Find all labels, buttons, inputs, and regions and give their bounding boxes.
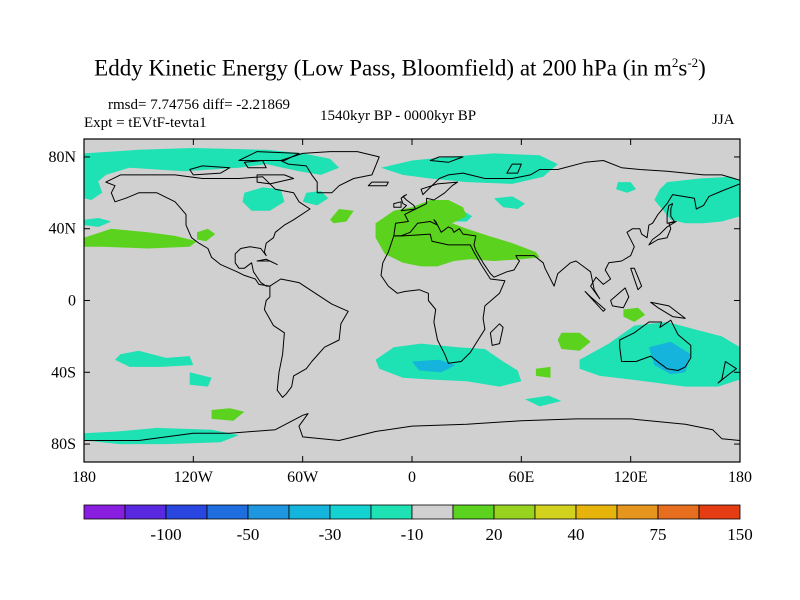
anomaly-region	[84, 218, 112, 227]
anomaly-region	[623, 307, 646, 322]
anomaly-region	[535, 366, 551, 378]
colorbar-swatch	[83, 504, 126, 520]
stats-label: rmsd= 7.74756 diff= -2.21869	[108, 97, 291, 113]
coastline	[630, 267, 643, 291]
coastline	[280, 151, 380, 194]
anomaly-region	[557, 332, 591, 351]
x-tick-label: 180	[72, 469, 96, 486]
anomaly-region	[84, 148, 340, 188]
colorbar-swatch	[452, 504, 495, 520]
anomaly-region	[84, 182, 103, 200]
coastline	[619, 319, 692, 371]
x-tick-label: 120E	[614, 469, 648, 486]
experiment-label: Expt = tEVtF-tevta1	[84, 115, 207, 131]
y-tick-label: 40N	[48, 221, 76, 238]
coastline	[610, 287, 630, 309]
colorbar: -100 -50 -30 -10 20 40 75 150	[83, 504, 753, 544]
colorbar-swatch	[575, 504, 618, 520]
coastline	[393, 160, 740, 300]
coastlines	[84, 151, 740, 462]
period-label: 1540kyr BP - 0000kyr BP	[320, 108, 477, 124]
y-tick-label: 80S	[51, 436, 76, 453]
anomaly-region	[648, 341, 691, 375]
colorbar-label: 75	[650, 525, 667, 544]
anomaly-region	[494, 196, 525, 209]
coastline	[717, 361, 737, 384]
x-tick-label: 0	[408, 469, 416, 486]
anomaly-region	[412, 359, 456, 373]
anomaly-fills	[84, 148, 740, 445]
colorbar-swatch	[247, 504, 290, 520]
anomaly-region	[211, 408, 245, 421]
colorbar-label: -100	[150, 525, 181, 544]
anomaly-region	[381, 153, 558, 184]
colorbar-swatch	[657, 504, 700, 520]
anomaly-region	[302, 191, 329, 206]
colorbar-swatch	[288, 504, 331, 520]
colorbar-label: -30	[319, 525, 342, 544]
colorbar-swatch	[616, 504, 659, 520]
coastline	[489, 323, 504, 346]
coastline	[189, 165, 231, 176]
anomaly-region	[115, 350, 194, 367]
coastline	[238, 151, 300, 161]
anomaly-region	[197, 228, 216, 242]
y-tick-label: 0	[68, 293, 76, 310]
coastline	[506, 163, 522, 174]
colorbar-swatch	[370, 504, 413, 520]
colorbar-swatch	[206, 504, 249, 520]
colorbar-swatch	[329, 504, 372, 520]
colorbar-swatch	[534, 504, 577, 520]
colorbar-swatch	[493, 504, 536, 520]
colorbar-label: 150	[727, 525, 753, 544]
colorbar-label: -50	[237, 525, 260, 544]
anomaly-region	[84, 228, 197, 249]
anomaly-region	[375, 200, 540, 267]
coastline	[367, 181, 389, 187]
x-tick-label: 120W	[174, 469, 214, 486]
y-tick-label: 40S	[51, 364, 76, 381]
anomaly-region	[330, 209, 354, 224]
coastline	[380, 233, 506, 364]
coastline	[400, 194, 417, 212]
colorbar-swatch	[411, 504, 454, 520]
y-tick-label: 80N	[48, 149, 76, 166]
chart-title: Eddy Kinetic Energy (Low Pass, Bloomfiel…	[94, 55, 706, 81]
colorbar-label: 20	[486, 525, 503, 544]
coastline	[429, 156, 464, 163]
coastline	[263, 278, 349, 398]
colorbar-swatch	[698, 504, 741, 520]
coastline	[666, 203, 675, 224]
map-background	[84, 139, 740, 462]
x-tick-label: 60E	[508, 469, 534, 486]
colorbar-swatch	[124, 504, 167, 520]
x-tick-label: 60W	[287, 469, 319, 486]
x-tick-label: 180	[728, 469, 752, 486]
colorbar-label: -10	[401, 525, 424, 544]
coastline	[84, 413, 740, 462]
anomaly-region	[616, 182, 637, 193]
colorbar-label: 40	[568, 525, 585, 544]
anomaly-region	[189, 372, 212, 387]
anomaly-region	[525, 395, 562, 407]
coastline	[584, 291, 606, 312]
coastline	[256, 258, 278, 266]
season-label: JJA	[712, 112, 735, 128]
colorbar-swatch	[165, 504, 208, 520]
coastline	[105, 174, 311, 287]
coastline	[393, 201, 402, 208]
coastline	[650, 301, 686, 319]
coastline	[256, 174, 295, 185]
anomaly-region	[654, 176, 740, 224]
anomaly-region	[242, 187, 285, 211]
